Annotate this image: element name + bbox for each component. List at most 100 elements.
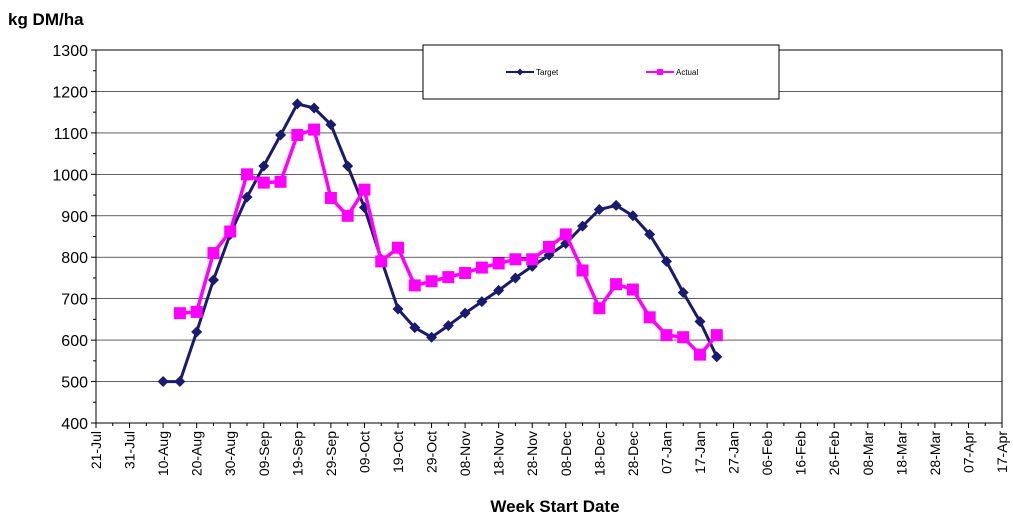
x-tick-label: 09-Oct <box>356 431 372 473</box>
series-actual <box>173 123 723 361</box>
data-point <box>559 228 572 241</box>
data-point <box>577 220 589 232</box>
x-tick-label: 07-Jan <box>658 431 674 474</box>
data-point <box>643 311 656 324</box>
data-point <box>509 272 521 284</box>
y-tick-label: 1000 <box>52 167 88 184</box>
series-target <box>157 98 723 388</box>
legend: Target Actual <box>422 44 780 100</box>
data-point <box>442 271 455 284</box>
data-point <box>493 284 505 296</box>
y-tick-label: 1100 <box>54 126 89 143</box>
data-point <box>258 160 270 172</box>
x-tick-label: 18-Nov <box>491 431 507 476</box>
x-tick-label: 31-Jul <box>122 431 138 469</box>
data-point <box>694 315 706 327</box>
y-tick-label: 1200 <box>52 84 88 101</box>
data-point <box>442 320 454 332</box>
data-point <box>475 261 488 274</box>
x-tick-label: 19-Oct <box>390 431 406 473</box>
data-point <box>308 123 321 136</box>
data-point <box>492 257 505 270</box>
data-point <box>543 240 555 253</box>
x-tick-label: 08-Nov <box>457 431 473 476</box>
data-point <box>509 253 522 266</box>
y-tick-label: 500 <box>61 375 88 392</box>
x-tick-label: 08-Mar <box>860 431 876 476</box>
x-tick-label: 17-Jan <box>692 431 708 474</box>
y-tick-label: 600 <box>61 333 88 350</box>
series-line-target <box>163 102 719 384</box>
data-point <box>426 331 438 343</box>
data-point <box>627 210 639 222</box>
x-tick-label: 28-Mar <box>927 431 943 476</box>
x-axis-title: Week Start Date <box>490 497 619 516</box>
data-point <box>275 129 287 141</box>
y-tick-label: 900 <box>61 209 88 226</box>
data-point <box>576 264 589 277</box>
data-point <box>241 168 253 181</box>
data-point <box>626 283 639 296</box>
x-tick-label: 06-Feb <box>759 431 775 476</box>
x-tick-label: 29-Oct <box>424 431 440 473</box>
data-point <box>476 296 488 308</box>
data-point <box>710 329 723 342</box>
x-tick-label: 20-Aug <box>189 431 205 476</box>
x-tick-label: 29-Sep <box>323 431 339 476</box>
x-tick-label: 28-Dec <box>625 431 641 476</box>
x-tick-label: 27-Jan <box>726 431 742 474</box>
x-tick-label: 28-Nov <box>524 431 540 476</box>
data-point <box>308 102 320 114</box>
data-point <box>610 199 622 211</box>
x-tick-label: 18-Dec <box>591 431 607 476</box>
legend-actual-marker <box>657 69 663 75</box>
y-tick-label: 1300 <box>52 43 88 60</box>
x-tick-label: 16-Feb <box>793 431 809 476</box>
data-point <box>291 128 304 141</box>
data-point <box>375 255 388 268</box>
data-point <box>409 322 421 334</box>
series <box>157 98 723 388</box>
y-tick-label: 700 <box>61 292 88 309</box>
x-tick-label: 19-Sep <box>289 431 305 476</box>
x-tick-label: 07-Apr <box>960 431 976 473</box>
data-point <box>358 183 371 196</box>
data-point <box>660 255 672 267</box>
data-point <box>342 160 354 172</box>
x-tick-label: 10-Aug <box>155 431 171 476</box>
data-point <box>325 119 337 131</box>
data-point <box>425 275 438 288</box>
data-point <box>392 303 404 315</box>
x-tick-label: 09-Sep <box>256 431 272 476</box>
legend-actual-label: Actual <box>676 68 698 77</box>
data-point <box>241 191 253 203</box>
data-point <box>408 279 421 292</box>
x-tick-label: 21-Jul <box>88 431 104 469</box>
data-point <box>324 191 337 204</box>
x-tick-label: 30-Aug <box>222 431 238 476</box>
y-tick-label: 400 <box>61 416 88 433</box>
data-point <box>207 274 219 286</box>
data-point <box>173 307 186 320</box>
x-tick-label: 17-Apr <box>994 431 1010 473</box>
y-axis-title: kg DM/ha <box>8 10 84 29</box>
x-axis-ticks: 21-Jul 31-Jul 10-Aug 20-Aug 30-Aug 09-Sep 19-S… <box>88 423 1010 476</box>
data-point <box>677 286 689 298</box>
data-point <box>341 209 354 222</box>
data-point <box>392 241 404 254</box>
data-point <box>207 247 220 260</box>
data-point <box>224 225 237 238</box>
x-tick-label: 08-Dec <box>558 431 574 476</box>
data-point <box>660 329 673 342</box>
data-point <box>174 376 186 388</box>
data-point <box>459 307 471 319</box>
data-point <box>711 351 723 363</box>
data-point <box>526 253 539 266</box>
data-point <box>694 348 706 361</box>
legend-target-label: Target <box>536 68 559 77</box>
data-point <box>593 302 606 315</box>
data-point <box>644 228 656 240</box>
data-point <box>157 376 169 388</box>
legend-target-marker <box>516 68 524 76</box>
data-point <box>291 98 303 110</box>
